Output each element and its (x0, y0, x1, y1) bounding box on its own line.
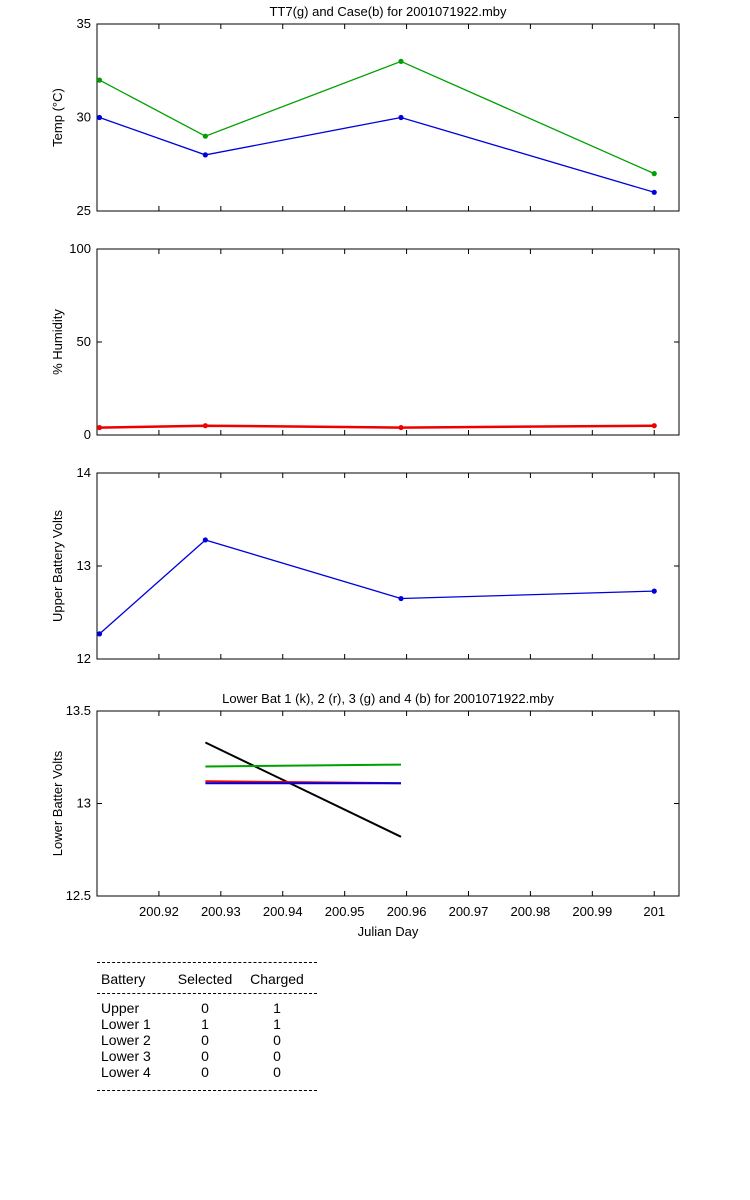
cell-battery: Upper (101, 1000, 140, 1016)
plot-frame-1 (96, 23, 680, 212)
table-top-rule (97, 962, 317, 963)
data-point-2-1 (398, 424, 404, 431)
cell-charged: 0 (273, 1064, 281, 1080)
data-point-1-1 (651, 171, 657, 177)
x-tick-label: 200.96 (387, 904, 427, 919)
cell-selected: 0 (201, 1000, 209, 1016)
x-axis-label: Julian Day (358, 924, 419, 939)
y-axis-label-4: Lower Batter Volts (50, 750, 65, 856)
plot-frame-3 (96, 472, 680, 660)
header-charged: Charged (250, 971, 304, 987)
x-tick-label: 200.98 (511, 904, 551, 919)
y-tick-label: 13 (77, 558, 91, 573)
cell-battery: Lower 4 (101, 1064, 151, 1080)
y-tick-label: 13 (77, 796, 91, 811)
y-tick-label: 100 (69, 241, 91, 256)
data-point-2-1 (96, 424, 103, 431)
x-tick-label: 201 (643, 904, 665, 919)
data-point-1-1 (96, 77, 103, 83)
chart-title-1: TT7(g) and Case(b) for 2001071922.mby (269, 4, 507, 19)
y-tick-label: 50 (77, 334, 91, 349)
cell-selected: 0 (201, 1032, 209, 1048)
y-tick-label: 0 (84, 427, 91, 442)
data-point-2-1 (202, 423, 208, 429)
plot-frame-4 (96, 710, 680, 897)
y-axis-label-2: % Humidity (50, 309, 65, 375)
table-row: Upper 0 1 (97, 1000, 317, 1016)
x-tick-label: 200.99 (572, 904, 612, 919)
y-tick-label: 14 (77, 465, 91, 480)
y-tick-label: 13.5 (66, 703, 91, 718)
table-row: Lower 2 0 0 (97, 1032, 317, 1048)
data-point-3-1 (398, 595, 404, 602)
data-point-1-2 (398, 114, 404, 121)
series-line-2-1 (99, 424, 655, 429)
x-tick-label: 200.93 (201, 904, 241, 919)
chart-title-4: Lower Bat 1 (k), 2 (r), 3 (g) and 4 (b) … (222, 691, 554, 706)
y-axis-label-1: Temp (°C) (50, 88, 65, 147)
battery-table: Battery Selected Charged Upper 0 1 Lower… (97, 962, 317, 1091)
cell-battery: Lower 3 (101, 1048, 151, 1064)
data-point-3-1 (651, 588, 657, 594)
cell-charged: 1 (273, 1000, 281, 1016)
cell-selected: 1 (201, 1016, 209, 1032)
series-line-1-1 (99, 60, 655, 175)
cell-selected: 0 (201, 1048, 209, 1064)
data-point-3-1 (96, 631, 103, 637)
table-row: Lower 4 0 0 (97, 1064, 317, 1080)
y-axis-label-3: Upper Battery Volts (50, 510, 65, 622)
series-line-1-2 (99, 116, 655, 193)
y-tick-label: 12 (77, 651, 91, 666)
y-tick-label: 12.5 (66, 888, 91, 903)
table-header-rule (97, 993, 317, 994)
data-point-1-1 (202, 133, 208, 139)
y-tick-label: 25 (77, 203, 91, 218)
table-header: Battery Selected Charged (97, 965, 317, 993)
x-tick-label: 200.94 (263, 904, 303, 919)
cell-charged: 1 (273, 1016, 281, 1032)
data-point-1-2 (96, 114, 103, 121)
data-point-1-2 (202, 152, 208, 158)
x-tick-label: 200.97 (449, 904, 489, 919)
table-bottom-rule (97, 1090, 317, 1091)
cell-charged: 0 (273, 1048, 281, 1064)
cell-battery: Lower 2 (101, 1032, 151, 1048)
data-point-1-2 (651, 189, 657, 195)
data-point-1-1 (398, 58, 404, 64)
header-selected: Selected (177, 971, 233, 987)
cell-charged: 0 (273, 1032, 281, 1048)
data-point-3-1 (202, 537, 208, 543)
cell-selected: 0 (201, 1064, 209, 1080)
series-line-4-1 (204, 741, 402, 838)
cell-battery: Lower 1 (101, 1016, 151, 1032)
header-battery: Battery (101, 971, 146, 987)
y-tick-label: 35 (77, 16, 91, 31)
table-row: Lower 3 0 0 (97, 1048, 317, 1064)
data-point-2-1 (651, 423, 657, 429)
x-tick-label: 200.92 (139, 904, 179, 919)
y-tick-label: 30 (77, 110, 91, 125)
plot-frame-2 (96, 248, 680, 436)
table-body: Upper 0 1 Lower 1 1 1 Lower 2 0 0 Lower … (97, 1000, 317, 1080)
table-row: Lower 1 1 1 (97, 1016, 317, 1032)
series-line-4-3 (205, 763, 402, 768)
series-line-3-1 (99, 539, 655, 635)
x-tick-label: 200.95 (325, 904, 365, 919)
